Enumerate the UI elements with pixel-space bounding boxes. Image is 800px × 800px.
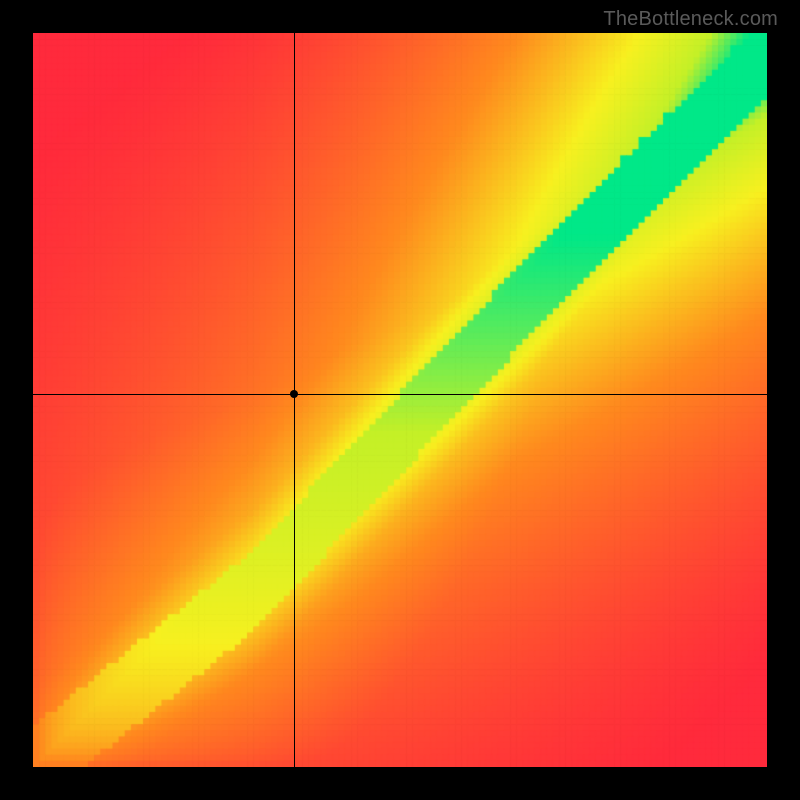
bottleneck-heatmap: [33, 33, 767, 767]
selection-marker[interactable]: [290, 390, 298, 398]
crosshair-horizontal: [33, 394, 767, 395]
plot-area: [33, 33, 767, 767]
crosshair-vertical: [294, 33, 295, 767]
chart-container: TheBottleneck.com: [0, 0, 800, 800]
watermark-text: TheBottleneck.com: [603, 8, 778, 31]
